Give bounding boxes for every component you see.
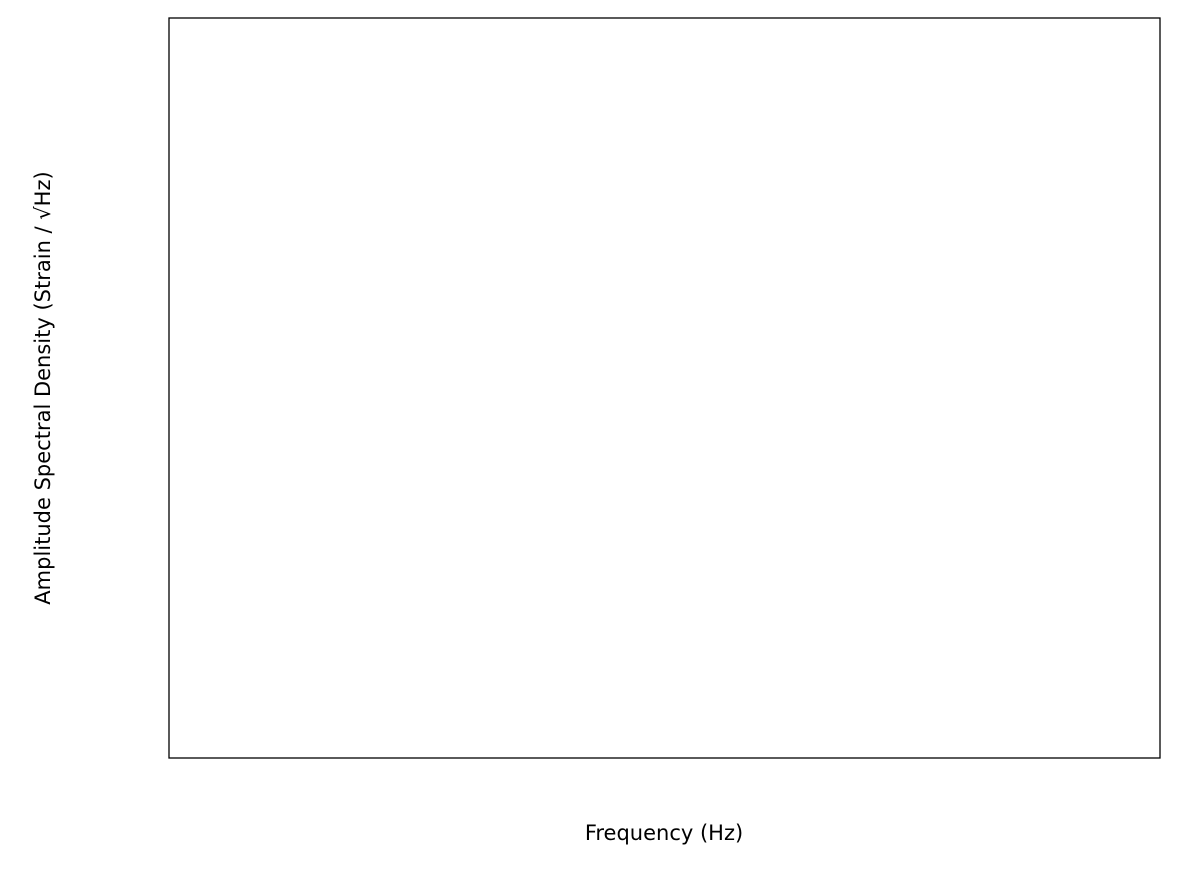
- y-axis-label: Amplitude Spectral Density (Strain / √Hz…: [31, 171, 55, 604]
- x-axis-label: Frequency (Hz): [585, 821, 743, 845]
- plot-frame: [168, 17, 1161, 759]
